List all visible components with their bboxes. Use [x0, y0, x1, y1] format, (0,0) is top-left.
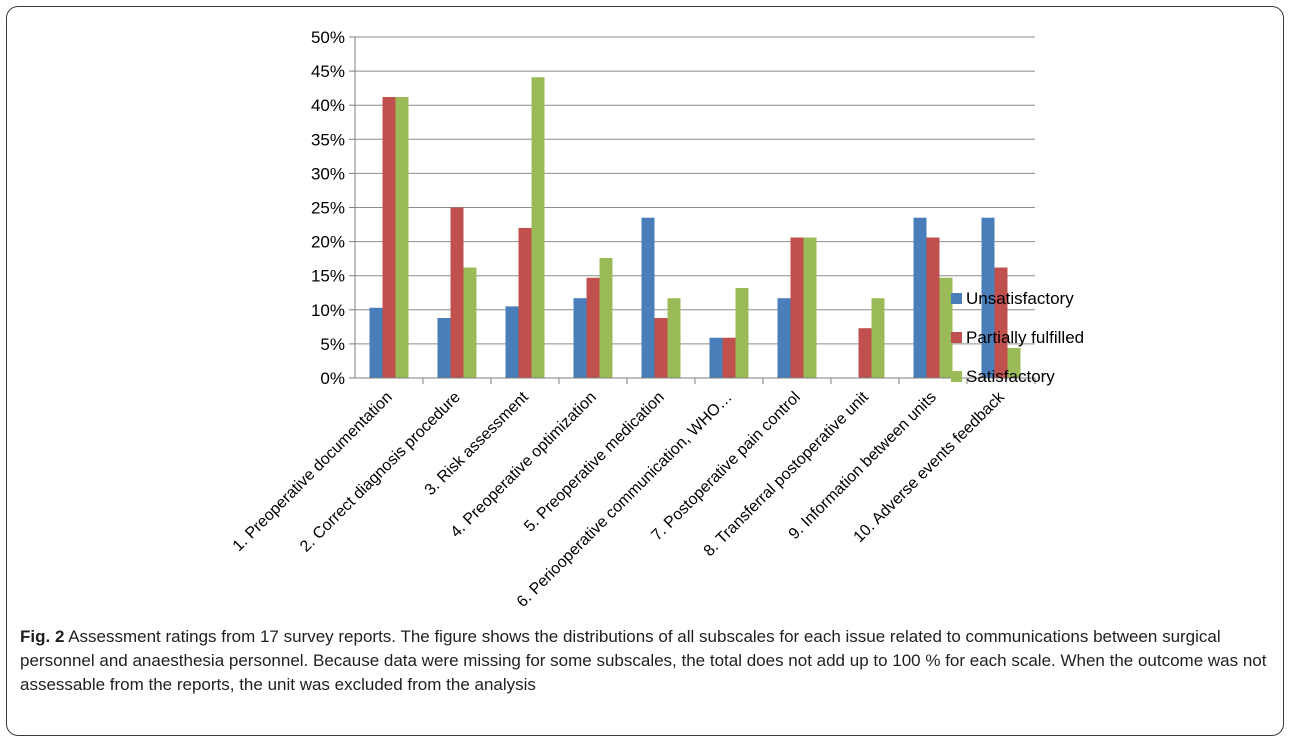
- y-tick-label: 25%: [311, 199, 345, 218]
- legend-label: Unsatisfactory: [966, 289, 1074, 308]
- bar-unsatisfactory: [437, 317, 451, 378]
- bar-unsatisfactory: [981, 217, 995, 378]
- y-tick-label: 20%: [311, 233, 345, 252]
- bar-satisfactory: [939, 277, 953, 378]
- figure-caption: Fig. 2 Assessment ratings from 17 survey…: [20, 625, 1270, 697]
- bar-satisfactory: [395, 97, 409, 379]
- legend-label: Satisfactory: [966, 367, 1055, 386]
- bar-partially-fulfilled: [586, 277, 600, 378]
- legend-swatch: [951, 293, 962, 304]
- bar-partially-fulfilled: [858, 328, 872, 378]
- bar-satisfactory: [871, 298, 885, 378]
- bar-unsatisfactory: [709, 337, 723, 378]
- y-tick-label: 35%: [311, 130, 345, 149]
- y-tick-label: 50%: [311, 28, 345, 47]
- bar-unsatisfactory: [913, 217, 927, 378]
- x-category-label: 5. Preoperative medication: [521, 389, 668, 536]
- chart-legend: Unsatisfactory Partially fulfilled Satisfa…: [951, 289, 1084, 386]
- bar-satisfactory: [1007, 347, 1021, 378]
- bar-satisfactory: [531, 77, 545, 378]
- y-tick-label: 5%: [320, 335, 345, 354]
- y-tick-label: 45%: [311, 62, 345, 81]
- bar-partially-fulfilled: [926, 237, 940, 378]
- bar-partially-fulfilled: [994, 267, 1008, 378]
- x-category-label: 9. Information between units: [786, 389, 940, 543]
- y-tick-label: 30%: [311, 164, 345, 183]
- legend-swatch: [951, 371, 962, 382]
- caption-text: Assessment ratings from 17 survey report…: [20, 627, 1267, 694]
- bar-satisfactory: [735, 287, 749, 378]
- bar-satisfactory: [599, 257, 613, 378]
- x-category-label: 7. Postoperative pain control: [648, 389, 803, 544]
- bar-partially-fulfilled: [722, 337, 736, 378]
- bar-chart: 0% 5% 10% 15% 20% 25% 30% 35% 40% 45% 50% 1. Preop…: [230, 28, 1084, 611]
- y-axis-ticks: 0% 5% 10% 15% 20% 25% 30% 35% 40% 45% 50%: [311, 28, 355, 388]
- y-tick-label: 10%: [311, 301, 345, 320]
- bar-satisfactory: [803, 237, 817, 378]
- bar-unsatisfactory: [777, 298, 791, 378]
- x-category-label: 10. Adverse events feedback: [851, 388, 1009, 546]
- legend-swatch: [951, 332, 962, 343]
- bar-partially-fulfilled: [450, 207, 464, 378]
- bar-unsatisfactory: [505, 306, 519, 378]
- y-tick-label: 15%: [311, 267, 345, 286]
- y-tick-label: 40%: [311, 96, 345, 115]
- y-tick-label: 0%: [320, 369, 345, 388]
- bar-unsatisfactory: [369, 307, 383, 378]
- bar-partially-fulfilled: [382, 97, 396, 379]
- bar-unsatisfactory: [573, 298, 587, 378]
- x-category-label: 4. Preoperative optimization: [448, 389, 600, 541]
- bar-partially-fulfilled: [790, 237, 804, 378]
- bar-unsatisfactory: [641, 217, 655, 378]
- bar-satisfactory: [463, 267, 477, 378]
- bar-partially-fulfilled: [518, 227, 532, 378]
- bar-partially-fulfilled: [654, 317, 668, 378]
- legend-label: Partially fulfilled: [966, 328, 1084, 347]
- chart-bars: [369, 77, 1021, 379]
- bar-satisfactory: [667, 298, 681, 378]
- caption-label: Fig. 2: [20, 627, 65, 646]
